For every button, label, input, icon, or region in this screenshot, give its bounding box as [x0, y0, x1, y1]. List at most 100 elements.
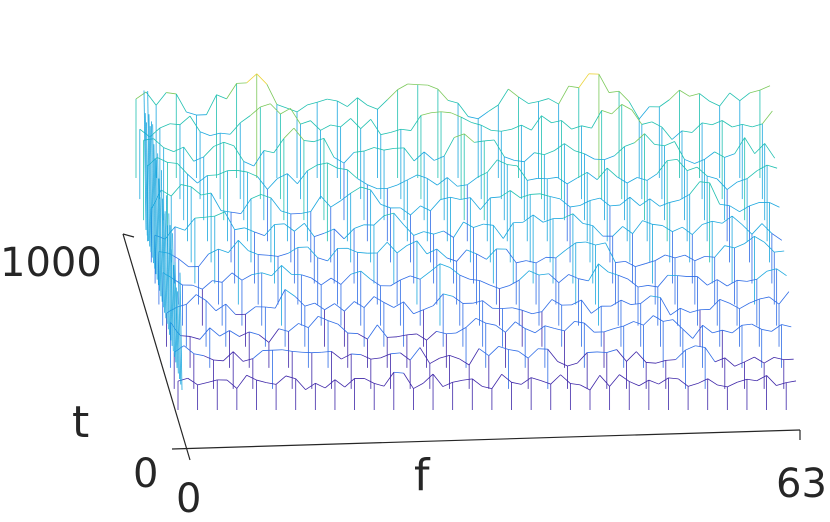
mesh-slice-segment: [681, 130, 693, 133]
mesh-slice-segment: [301, 274, 312, 279]
mesh-edge-stalk: [152, 124, 156, 269]
mesh-slice-segment: [383, 372, 395, 387]
mesh-slice-segment: [373, 296, 385, 303]
mesh-slice-segment: [265, 306, 276, 309]
mesh-slice-segment: [762, 110, 773, 125]
mesh-slice-segment: [283, 127, 295, 139]
mesh-slice-segment: [340, 192, 351, 202]
mesh-slice-segment: [633, 321, 644, 326]
mesh-slice-segment: [206, 94, 217, 115]
f-tick-63: 63: [776, 461, 827, 507]
mesh-slice-segment: [776, 382, 787, 386]
mesh-slice-segment: [480, 197, 491, 210]
mesh-slice-segment: [562, 213, 574, 219]
mesh-slice-segment: [604, 155, 615, 160]
mesh-slice-segment: [509, 190, 521, 199]
mesh-slice-segment: [243, 161, 254, 167]
mesh-slice-segment: [714, 151, 725, 158]
mesh-slice-segment: [483, 223, 494, 226]
mesh-slice-segment: [396, 245, 408, 254]
mesh-slice-segment: [469, 278, 480, 281]
mesh-slice-segment: [491, 130, 502, 132]
mesh-slice-segment: [545, 256, 556, 259]
mesh-slice-segment: [511, 381, 522, 385]
mesh-slice-segment: [717, 384, 728, 388]
mesh-slice-segment: [442, 381, 453, 387]
mesh-slice-segment: [769, 202, 780, 208]
mesh-slice-segment: [571, 125, 582, 130]
mesh-slice-segment: [193, 353, 204, 357]
mesh-slice-segment: [582, 223, 593, 227]
mesh-slice-segment: [432, 293, 444, 306]
mesh-slice-segment: [558, 274, 569, 283]
mesh-slice-segment: [744, 235, 755, 244]
mesh-slice-segment: [193, 156, 204, 162]
mesh-slice-segment: [307, 246, 319, 259]
mesh-slice-segment: [656, 160, 668, 175]
mesh-slice-segment: [622, 226, 633, 234]
mesh-slice-segment: [739, 205, 750, 213]
mesh-slice-segment: [380, 131, 391, 136]
mesh-slice-segment: [520, 194, 531, 199]
mesh-slice-segment: [746, 170, 758, 179]
mesh-slice-segment: [443, 137, 455, 157]
mesh-slice-segment: [239, 331, 250, 337]
mesh-slice-segment: [623, 321, 634, 327]
mesh-slice-segment: [548, 273, 560, 283]
mesh-slice-segment: [577, 171, 588, 179]
mesh-slice-segment: [410, 115, 422, 131]
mesh-slice-segment: [157, 157, 168, 163]
mesh-slice-segment: [672, 226, 683, 232]
mesh-slice-segment: [407, 174, 418, 181]
mesh-slice-segment: [370, 189, 381, 205]
mesh-slice-segment: [709, 299, 721, 310]
mesh-slice-segment: [599, 375, 610, 387]
mesh-slice-segment: [591, 110, 603, 129]
mesh-slice-segment: [303, 223, 315, 237]
mesh-slice-segment: [387, 89, 398, 100]
mesh-slice-segment: [357, 251, 368, 254]
mesh-slice-segment: [704, 347, 716, 363]
mesh-edge-stalk: [172, 233, 175, 357]
mesh-slice-segment: [547, 348, 558, 362]
mesh-slice-segment: [525, 328, 536, 334]
mesh-slice-segment: [764, 143, 776, 159]
mesh-slice-segment: [518, 96, 529, 104]
mesh-slice-segment: [232, 351, 244, 362]
mesh-slice-segment: [320, 277, 332, 286]
mesh-slice-segment: [538, 273, 549, 276]
mesh-edge-stalk: [162, 198, 166, 313]
mesh-slice-segment: [393, 371, 404, 374]
mesh-slice-segment: [577, 352, 588, 364]
mesh-slice-segment: [419, 347, 431, 364]
mesh-slice-segment: [221, 272, 233, 283]
mesh-slice-segment: [357, 178, 368, 185]
mesh-slice-segment: [251, 272, 262, 276]
mesh-slice-segment: [759, 85, 771, 91]
mesh-slice-segment: [744, 356, 755, 363]
mesh-slice-segment: [521, 124, 532, 131]
mesh-slice-segment: [697, 378, 708, 384]
mesh-slice-segment: [721, 215, 733, 224]
mesh-slice-segment: [223, 141, 234, 147]
mesh-slice-segment: [273, 138, 285, 153]
mesh-slice-segment: [347, 169, 358, 179]
mesh-slice-segment: [619, 196, 631, 206]
mesh-slice-segment: [476, 253, 487, 260]
mesh-slice-segment: [367, 104, 378, 110]
mesh-slice-segment: [426, 331, 437, 341]
mesh-slice-segment: [564, 321, 575, 332]
mesh-slice-segment: [514, 159, 525, 163]
mesh-slice-segment: [470, 197, 481, 210]
mesh-slice-segment: [459, 358, 470, 366]
mesh-edge-stalk: [168, 213, 172, 341]
mesh-slice-segment: [284, 223, 295, 232]
mesh-slice-segment: [228, 240, 239, 253]
mesh-slice-segment: [181, 184, 192, 188]
mesh-slice-segment: [337, 323, 349, 334]
mesh-slice-segment: [463, 221, 474, 228]
mesh-slice-segment: [652, 223, 663, 226]
mesh-edge-stalk: [146, 122, 149, 242]
mesh-slice-segment: [696, 166, 708, 177]
mesh-slice-segment: [579, 200, 591, 206]
